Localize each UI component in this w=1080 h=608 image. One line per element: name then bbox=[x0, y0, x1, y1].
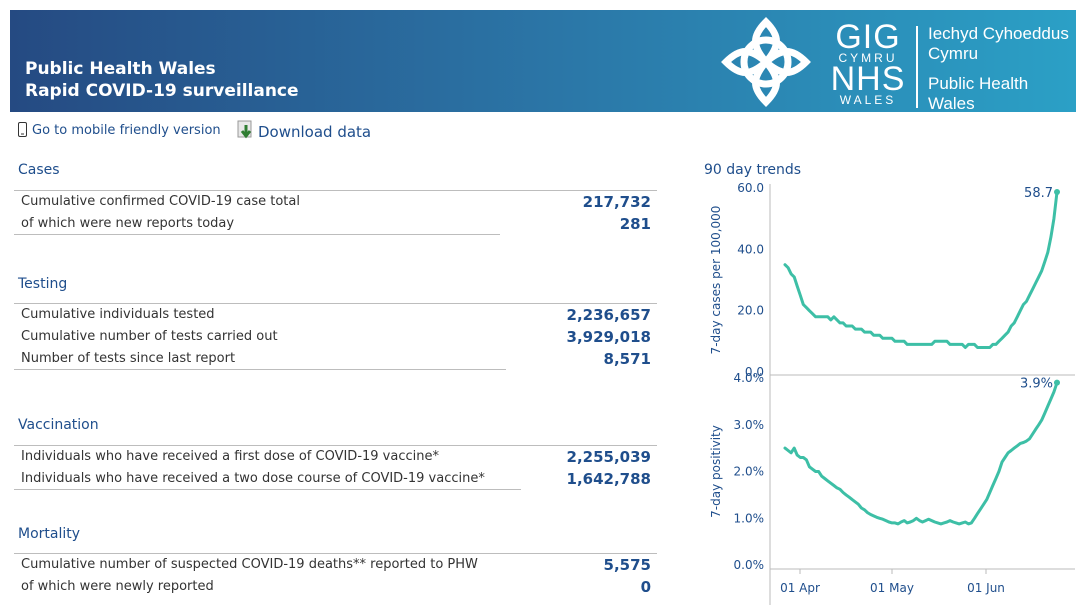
y-tick-label: 60.0 bbox=[737, 181, 764, 195]
table-row: Individuals who have received a first do… bbox=[14, 445, 657, 468]
org-welsh-line-1: Iechyd Cyhoeddus bbox=[928, 24, 1069, 43]
org-english-line-1: Public Health bbox=[928, 74, 1029, 93]
end-value-label: 3.9% bbox=[1020, 377, 1053, 392]
row-value: 281 bbox=[619, 215, 651, 233]
x-tick-label: 01 Jun bbox=[967, 581, 1005, 595]
divider bbox=[14, 369, 506, 370]
logo-divider bbox=[916, 26, 918, 108]
cymru-text: CYMRU bbox=[838, 51, 898, 65]
table-row: of which were new reports today 281 bbox=[14, 213, 657, 235]
testing-title: Testing bbox=[18, 276, 68, 292]
row-value: 1,642,788 bbox=[566, 470, 651, 488]
wales-text: WALES bbox=[839, 93, 897, 107]
table-row: Cumulative number of suspected COVID-19 … bbox=[14, 553, 657, 576]
row-label: Cumulative number of suspected COVID-19 … bbox=[21, 557, 478, 572]
row-label: Cumulative confirmed COVID-19 case total bbox=[21, 194, 300, 209]
download-data-link[interactable]: Download data bbox=[237, 120, 371, 141]
row-label: Individuals who have received a two dose… bbox=[21, 471, 485, 486]
title-line-2: Rapid COVID-19 surveillance bbox=[25, 81, 299, 101]
table-row: of which were newly reported 0 bbox=[14, 576, 657, 598]
gig-text: GIG bbox=[835, 18, 901, 56]
row-value: 8,571 bbox=[603, 350, 651, 368]
row-value: 5,575 bbox=[603, 556, 651, 574]
row-label: of which were new reports today bbox=[21, 216, 235, 231]
cases-table: Cumulative confirmed COVID-19 case total… bbox=[14, 190, 657, 235]
nhs-wales-logo: GIG CYMRU NHS WALES bbox=[825, 18, 911, 107]
title-line-1: Public Health Wales bbox=[25, 59, 216, 79]
x-tick-label: 01 Apr bbox=[780, 581, 820, 595]
org-welsh-line-2: Cymru bbox=[928, 44, 979, 63]
row-value: 2,255,039 bbox=[566, 448, 651, 466]
divider bbox=[14, 234, 500, 235]
y-axis-label: 7-day cases per 100,000 bbox=[709, 206, 723, 355]
series-line bbox=[783, 381, 1059, 526]
mortality-title: Mortality bbox=[18, 526, 81, 542]
download-icon bbox=[237, 120, 252, 139]
mobile-version-link[interactable]: Go to mobile friendly version bbox=[18, 122, 221, 138]
y-tick-label: 1.0% bbox=[734, 511, 765, 525]
trends-title: 90 day trends bbox=[704, 162, 802, 178]
end-point bbox=[1054, 188, 1060, 195]
row-label: Number of tests since last report bbox=[21, 351, 236, 366]
trend-charts: 0.0 20.0 40.0 60.0 7-day cases per 100,000 58… bbox=[709, 181, 1075, 605]
header-banner: Public Health Wales Rapid COVID-19 surve… bbox=[10, 10, 1076, 114]
vaccination-title: Vaccination bbox=[18, 417, 99, 433]
table-row: Cumulative number of tests carried out 3… bbox=[14, 326, 657, 348]
table-row: Number of tests since last report 8,571 bbox=[14, 348, 657, 370]
testing-table: Cumulative individuals tested 2,236,657 … bbox=[14, 303, 657, 370]
cases-title: Cases bbox=[18, 162, 60, 178]
table-row: Cumulative individuals tested 2,236,657 bbox=[14, 303, 657, 326]
y-tick-label: 2.0% bbox=[734, 465, 765, 479]
divider bbox=[14, 489, 521, 490]
series-line bbox=[783, 190, 1059, 349]
y-tick-label: 4.0% bbox=[734, 371, 765, 385]
nhs-text: NHS bbox=[830, 60, 906, 98]
row-label: Cumulative individuals tested bbox=[21, 307, 215, 322]
org-name: Iechyd Cyhoeddus Cymru Public Health Wal… bbox=[928, 24, 1069, 114]
y-axis-label: 7-day positivity bbox=[709, 425, 723, 518]
mobile-version-label: Go to mobile friendly version bbox=[32, 123, 221, 138]
celtic-knot-logo-icon bbox=[721, 17, 811, 107]
org-english-line-2: Wales bbox=[928, 94, 975, 113]
mobile-phone-icon bbox=[18, 122, 27, 137]
mortality-table: Cumulative number of suspected COVID-19 … bbox=[14, 553, 657, 598]
row-value: 2,236,657 bbox=[566, 306, 651, 324]
y-tick-label: 0.0% bbox=[734, 558, 765, 572]
table-row: Individuals who have received a two dose… bbox=[14, 468, 657, 490]
y-tick-label: 20.0 bbox=[737, 304, 764, 318]
x-tick-label: 01 May bbox=[870, 581, 914, 595]
end-point bbox=[1054, 379, 1060, 386]
y-tick-label: 0.0 bbox=[745, 365, 764, 379]
y-tick-label: 40.0 bbox=[737, 242, 764, 256]
y-tick-label: 3.0% bbox=[734, 418, 765, 432]
page-title: Public Health Wales Rapid COVID-19 surve… bbox=[25, 58, 299, 102]
row-value: 3,929,018 bbox=[566, 328, 651, 346]
row-value: 0 bbox=[640, 578, 651, 596]
table-row: Cumulative confirmed COVID-19 case total… bbox=[14, 190, 657, 213]
end-value-label: 58.7 bbox=[1024, 186, 1053, 201]
row-label: Individuals who have received a first do… bbox=[21, 449, 439, 464]
row-value: 217,732 bbox=[582, 193, 651, 211]
vaccination-table: Individuals who have received a first do… bbox=[14, 445, 657, 490]
row-label: of which were newly reported bbox=[21, 579, 214, 594]
download-data-label: Download data bbox=[258, 123, 372, 141]
row-label: Cumulative number of tests carried out bbox=[21, 329, 278, 344]
